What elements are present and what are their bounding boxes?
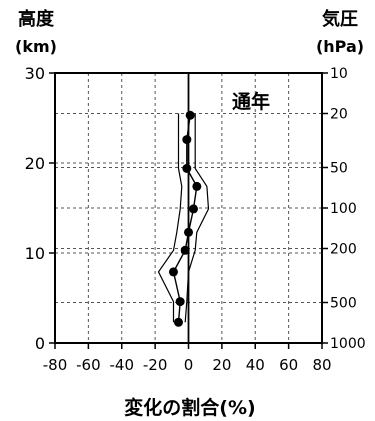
series-line-lower-bound: [157, 113, 183, 323]
data-point: [182, 135, 192, 145]
y-tick-label: 20: [25, 154, 45, 173]
y-tick-label: 30: [25, 64, 45, 83]
data-point: [173, 317, 183, 327]
pressure-tick-label: 1000: [330, 336, 366, 352]
pressure-tick-label: 500: [330, 296, 357, 312]
data-point: [180, 245, 190, 255]
pressure-tick-label: 20: [330, 107, 348, 123]
x-tick-label: -20: [143, 356, 168, 374]
x-tick-label: 80: [312, 356, 331, 374]
x-tick-label: 40: [246, 356, 265, 374]
data-point: [189, 204, 199, 214]
x-tick-label: -40: [110, 356, 135, 374]
pressure-tick-label: 100: [330, 201, 357, 217]
data-point: [185, 110, 195, 120]
y-tick-label: 0: [35, 334, 45, 353]
axes: [49, 72, 328, 349]
x-tick-label: 20: [212, 356, 231, 374]
series-line-mean: [172, 115, 198, 323]
data-point: [168, 267, 178, 277]
x-axis-title: 変化の割合(%): [124, 396, 255, 419]
pressure-tick-label: 10: [330, 66, 348, 82]
x-tick-label: 60: [279, 356, 298, 374]
y-axis-title-left-line2: (km): [15, 37, 57, 56]
x-tick-label: -80: [43, 356, 68, 374]
y-axis-title-right-line2: (hPa): [316, 37, 364, 56]
chart-title: 通年: [232, 90, 270, 113]
pressure-tick-label: 50: [330, 161, 348, 177]
data-point: [182, 163, 192, 173]
tick-labels: -80 -60 -40 -20 0 20 40 60 80 0 10 20 30 10 20 50 100 200…: [25, 64, 366, 374]
data-point: [175, 297, 185, 307]
data-point: [192, 181, 202, 191]
y-axis-title-right-line1: 気圧: [322, 8, 358, 30]
x-tick-label: 0: [184, 356, 194, 374]
pressure-tick-label: 200: [330, 242, 357, 258]
y-tick-label: 10: [25, 244, 45, 263]
x-tick-label: -60: [76, 356, 101, 374]
y-axis-title-left-line1: 高度: [18, 8, 55, 30]
